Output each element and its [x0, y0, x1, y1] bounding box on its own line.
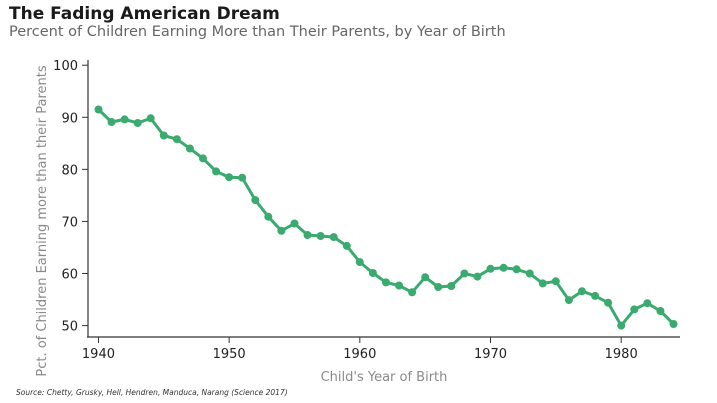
data-point — [656, 307, 665, 315]
data-point — [564, 296, 573, 305]
data-point — [316, 232, 325, 240]
data-point — [264, 212, 273, 221]
chart-axes — [87, 60, 680, 338]
data-point — [460, 269, 469, 278]
y-tick-label: 100 — [53, 59, 78, 74]
x-tick-label: 1940 — [82, 347, 115, 362]
data-point — [329, 233, 338, 242]
data-point — [551, 277, 560, 286]
data-point — [408, 288, 417, 297]
data-point — [643, 299, 652, 308]
x-axis-label: Child's Year of Birth — [321, 370, 448, 385]
x-tick-label: 1980 — [605, 347, 638, 362]
data-points — [94, 105, 678, 330]
data-point — [94, 105, 103, 114]
data-point — [630, 305, 639, 314]
data-point — [604, 298, 613, 307]
x-tick-label: 1950 — [213, 347, 246, 362]
x-tick-label: 1960 — [343, 347, 376, 362]
data-point — [395, 281, 403, 290]
chart-title: The Fading American Dream — [9, 4, 280, 24]
source-note: Source: Chetty, Grusky, Hell, Hendren, M… — [16, 388, 288, 397]
data-point — [251, 196, 260, 205]
data-point — [538, 279, 547, 288]
chart-subtitle: Percent of Children Earning More than Th… — [9, 24, 506, 40]
data-point — [525, 269, 534, 278]
data-point — [238, 173, 247, 182]
series-line — [97, 108, 675, 328]
data-point — [355, 258, 364, 267]
data-point — [146, 114, 155, 123]
data-point — [578, 287, 586, 296]
data-point — [133, 119, 142, 127]
data-point — [225, 173, 234, 182]
data-point — [368, 269, 377, 277]
data-point — [199, 154, 207, 163]
y-tick-label: 80 — [61, 163, 78, 178]
data-point — [277, 226, 286, 235]
y-tick-label: 90 — [61, 111, 78, 126]
data-point — [473, 272, 482, 281]
y-tick-label: 70 — [61, 215, 78, 230]
y-tick-label: 50 — [61, 320, 78, 335]
data-point — [159, 131, 168, 140]
data-point — [120, 115, 129, 124]
y-tick-label: 60 — [61, 268, 78, 283]
data-point — [434, 283, 443, 291]
data-point — [617, 321, 626, 330]
data-point — [591, 291, 600, 300]
x-tick-label: 1970 — [474, 347, 507, 362]
data-point — [499, 263, 508, 272]
chart-ticks: 50 60 70 80 90 100 1940 1950 1960 1970 1980 — [53, 59, 638, 362]
data-point — [447, 282, 456, 290]
y-axis-label: Pct. of Children Earning more than their… — [35, 65, 50, 377]
data-point — [342, 241, 351, 250]
data-point — [172, 135, 181, 144]
data-point — [382, 278, 390, 287]
data-point — [212, 167, 221, 176]
data-point — [486, 264, 495, 273]
data-point — [669, 320, 678, 328]
data-point — [512, 265, 521, 274]
data-point — [185, 144, 194, 153]
data-point — [290, 219, 299, 228]
data-point — [421, 273, 430, 282]
data-point — [303, 231, 312, 239]
data-point — [107, 118, 116, 126]
